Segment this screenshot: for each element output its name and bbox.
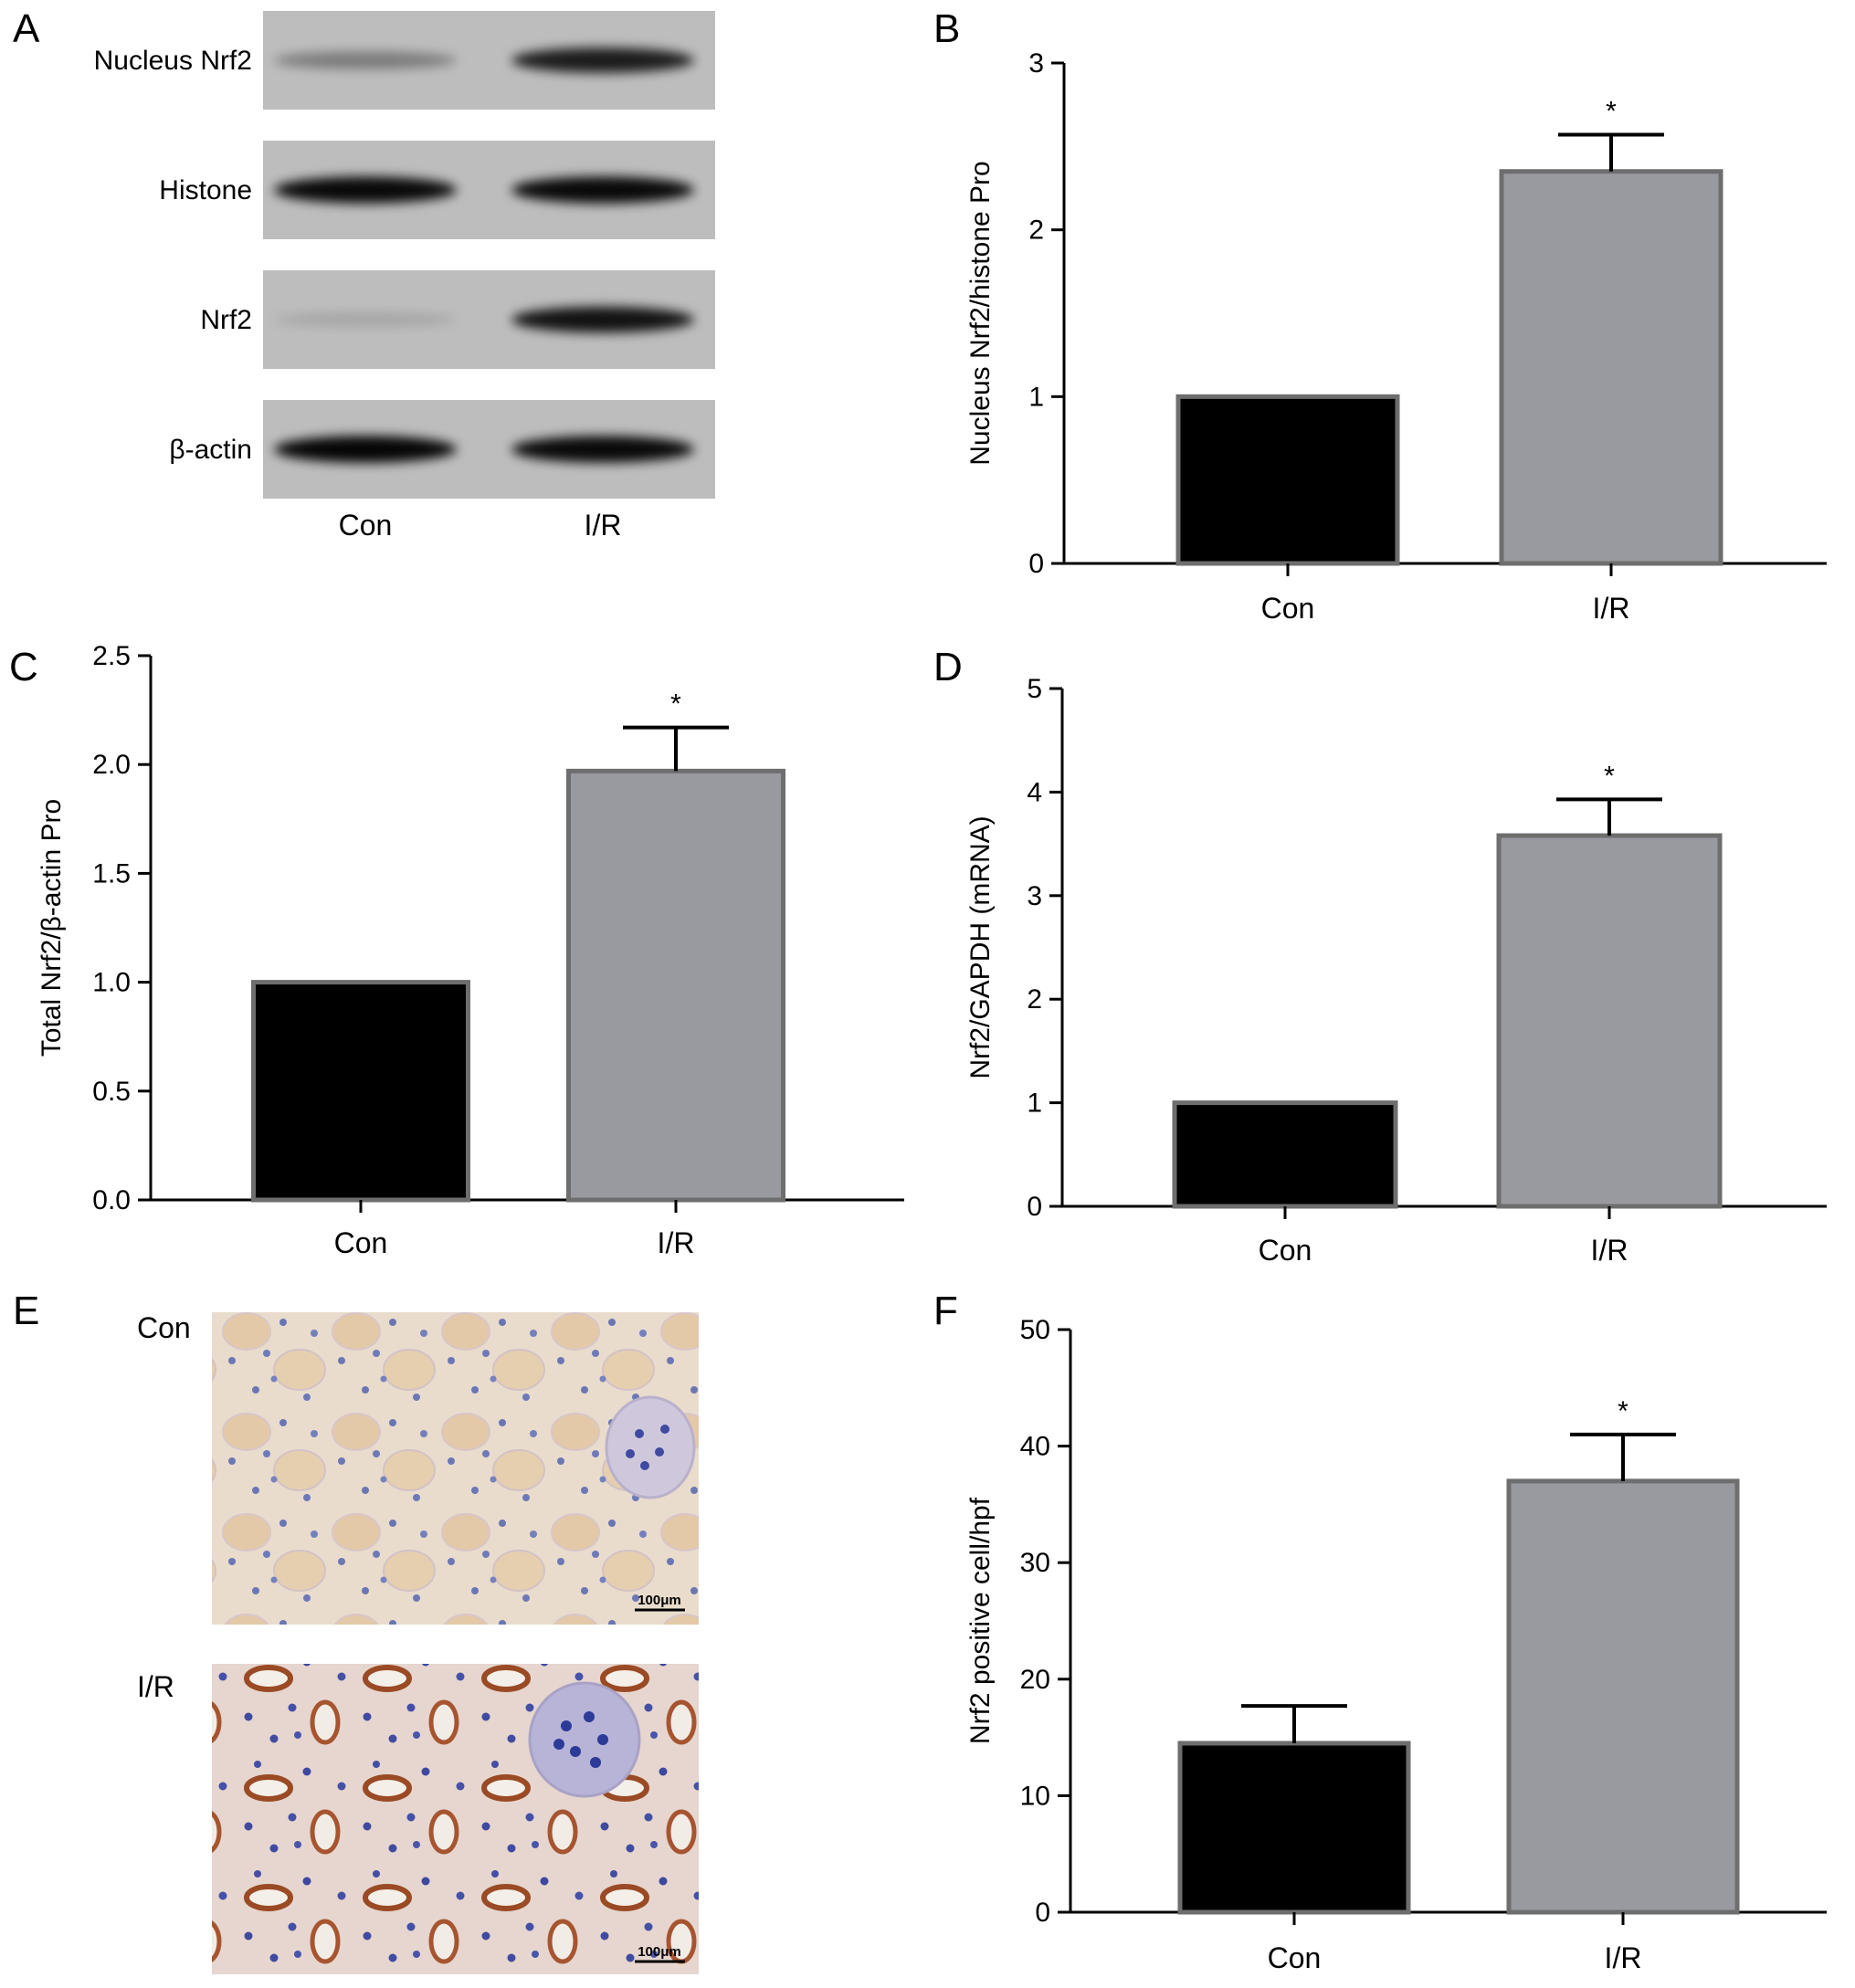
- blot-band-0-1: [511, 47, 694, 73]
- panel-letter-b: B: [933, 6, 960, 51]
- ihc-image-ir: 100μm: [212, 1664, 699, 1974]
- category-label-c-0: Con: [334, 1226, 388, 1259]
- panel-letter-a: A: [13, 6, 40, 51]
- y-tick-label-d-4: 4: [1027, 777, 1042, 807]
- y-tick-label-f-0: 0: [1035, 1898, 1050, 1928]
- blot-row-label-0: Nucleus Nrf2: [94, 46, 252, 76]
- ihc-image-con: 100μm: [212, 1312, 699, 1625]
- bar-d-0: [1172, 1100, 1398, 1209]
- ihc-label-ir: I/R: [137, 1670, 174, 1703]
- y-axis-label-d: Nrf2/GAPDH (mRNA): [965, 815, 996, 1078]
- y-tick-label-b-2: 2: [1028, 216, 1044, 246]
- scale-bar-con: 100μm: [638, 1593, 681, 1608]
- y-tick-label-f-1: 10: [1020, 1781, 1050, 1811]
- significance-b-1: *: [1606, 97, 1617, 127]
- bar-d-1: [1496, 833, 1723, 1209]
- panel-letter-e: E: [13, 1289, 39, 1333]
- bar-c-1: [566, 768, 785, 1203]
- category-label-d-1: I/R: [1591, 1234, 1628, 1267]
- category-label-c-1: I/R: [658, 1226, 695, 1259]
- blot-row-label-1: Histone: [159, 175, 252, 205]
- y-tick-label-b-1: 1: [1028, 382, 1044, 412]
- bar-chart-b: B 0 1 2 3 Nucleus Nrf2/histone Pro Con * I/R: [933, 6, 1827, 625]
- blot-band-1-0: [274, 176, 457, 204]
- y-tick-label-f-5: 50: [1020, 1315, 1050, 1345]
- y-tick-label-f-4: 40: [1020, 1432, 1050, 1462]
- bar-f-1: [1506, 1478, 1740, 1915]
- significance-f-1: *: [1618, 1396, 1628, 1426]
- panel-letter-f: F: [933, 1289, 958, 1333]
- panel-a: A Nucleus Nrf2 Histone Nrf2 β-actin Con I/R: [13, 6, 715, 542]
- scale-bar-ir: 100μm: [638, 1944, 681, 1960]
- category-label-b-0: Con: [1261, 592, 1315, 625]
- lane-label-ir: I/R: [585, 509, 622, 542]
- bar-b-1: [1499, 169, 1723, 566]
- significance-d-1: *: [1604, 761, 1615, 791]
- bar-b-0: [1175, 394, 1400, 566]
- blot-band-0-0: [274, 51, 457, 69]
- category-label-f-1: I/R: [1605, 1941, 1642, 1974]
- blot-band-2-1: [511, 306, 694, 333]
- category-label-f-0: Con: [1268, 1941, 1322, 1974]
- y-axis-label-c: Total Nrf2/β-actin Pro: [37, 799, 67, 1057]
- panel-e: E Con 100μm I/R 100μm: [13, 1289, 699, 1974]
- ihc-label-con: Con: [137, 1311, 191, 1344]
- y-tick-label-d-0: 0: [1027, 1192, 1042, 1222]
- bar-c-0: [251, 980, 470, 1203]
- category-label-d-0: Con: [1259, 1234, 1312, 1267]
- blot-band-3-0: [274, 436, 457, 463]
- bar-chart-c: C 0.0 0.5 1.0 1.5 2.0 2.5 Total Nrf2/β-actin Pr…: [9, 641, 904, 1259]
- panel-letter-c: C: [9, 645, 38, 689]
- y-tick-label-c-1: 0.5: [92, 1077, 131, 1107]
- panel-letter-d: D: [933, 645, 963, 689]
- blot-band-2-0: [274, 312, 457, 327]
- y-tick-label-b-3: 3: [1028, 48, 1044, 79]
- y-tick-label-c-4: 2.0: [92, 750, 131, 780]
- y-tick-label-c-0: 0.0: [92, 1185, 131, 1215]
- y-axis-label-b: Nucleus Nrf2/histone Pro: [965, 161, 996, 466]
- blot-row-label-3: β-actin: [169, 435, 252, 465]
- y-tick-label-c-3: 1.5: [92, 858, 131, 889]
- y-tick-label-c-2: 1.0: [92, 968, 131, 998]
- y-tick-label-d-1: 1: [1027, 1089, 1042, 1119]
- bar-f-0: [1177, 1741, 1411, 1915]
- blot-row-label-2: Nrf2: [200, 305, 252, 335]
- bar-chart-d: D 0 1 2 3 4 5 Nrf2/GAPDH (mRNA) Con * I/R: [933, 645, 1827, 1267]
- category-label-b-1: I/R: [1593, 592, 1630, 625]
- y-axis-label-f: Nrf2 positive cell/hpf: [965, 1497, 996, 1744]
- bar-chart-f: F 0 10 20 30 40 50 Nrf2 positive cell/hpf Con * I/…: [933, 1289, 1827, 1974]
- y-tick-label-f-3: 30: [1020, 1548, 1050, 1578]
- y-tick-label-c-5: 2.5: [92, 641, 131, 671]
- y-tick-label-d-2: 2: [1027, 984, 1042, 1015]
- y-tick-label-d-5: 5: [1027, 674, 1042, 704]
- y-tick-label-d-3: 3: [1027, 881, 1042, 911]
- blot-band-1-1: [511, 176, 694, 204]
- significance-c-1: *: [670, 689, 681, 720]
- lane-label-con: Con: [339, 509, 393, 542]
- y-tick-label-f-2: 20: [1020, 1665, 1050, 1695]
- y-tick-label-b-0: 0: [1028, 549, 1044, 579]
- blot-band-3-1: [511, 436, 694, 463]
